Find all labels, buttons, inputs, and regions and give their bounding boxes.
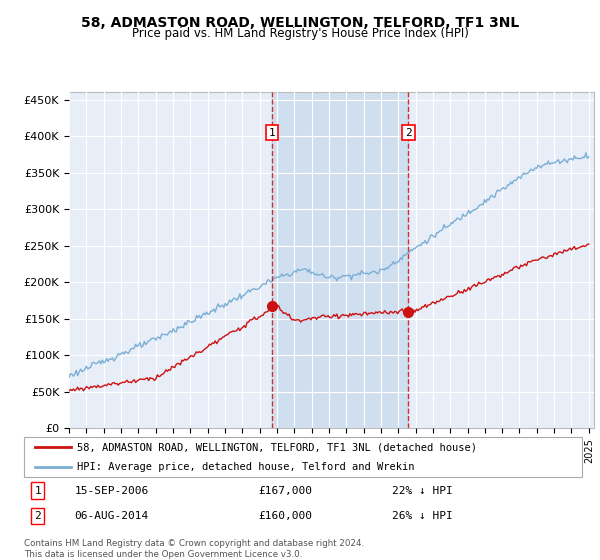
Text: £160,000: £160,000 bbox=[259, 511, 313, 521]
Text: 06-AUG-2014: 06-AUG-2014 bbox=[74, 511, 148, 521]
Text: 26% ↓ HPI: 26% ↓ HPI bbox=[392, 511, 453, 521]
Text: 58, ADMASTON ROAD, WELLINGTON, TELFORD, TF1 3NL: 58, ADMASTON ROAD, WELLINGTON, TELFORD, … bbox=[81, 16, 519, 30]
Text: 1: 1 bbox=[35, 486, 41, 496]
Text: 1: 1 bbox=[269, 128, 275, 138]
Text: HPI: Average price, detached house, Telford and Wrekin: HPI: Average price, detached house, Telf… bbox=[77, 461, 415, 472]
Text: £167,000: £167,000 bbox=[259, 486, 313, 496]
Text: 2: 2 bbox=[35, 511, 41, 521]
Text: Price paid vs. HM Land Registry's House Price Index (HPI): Price paid vs. HM Land Registry's House … bbox=[131, 27, 469, 40]
Text: 2: 2 bbox=[405, 128, 412, 138]
Text: Contains HM Land Registry data © Crown copyright and database right 2024.
This d: Contains HM Land Registry data © Crown c… bbox=[24, 539, 364, 559]
FancyBboxPatch shape bbox=[24, 437, 582, 477]
Text: 15-SEP-2006: 15-SEP-2006 bbox=[74, 486, 148, 496]
Bar bbox=[272, 92, 409, 428]
Text: 22% ↓ HPI: 22% ↓ HPI bbox=[392, 486, 453, 496]
Text: 58, ADMASTON ROAD, WELLINGTON, TELFORD, TF1 3NL (detached house): 58, ADMASTON ROAD, WELLINGTON, TELFORD, … bbox=[77, 442, 477, 452]
